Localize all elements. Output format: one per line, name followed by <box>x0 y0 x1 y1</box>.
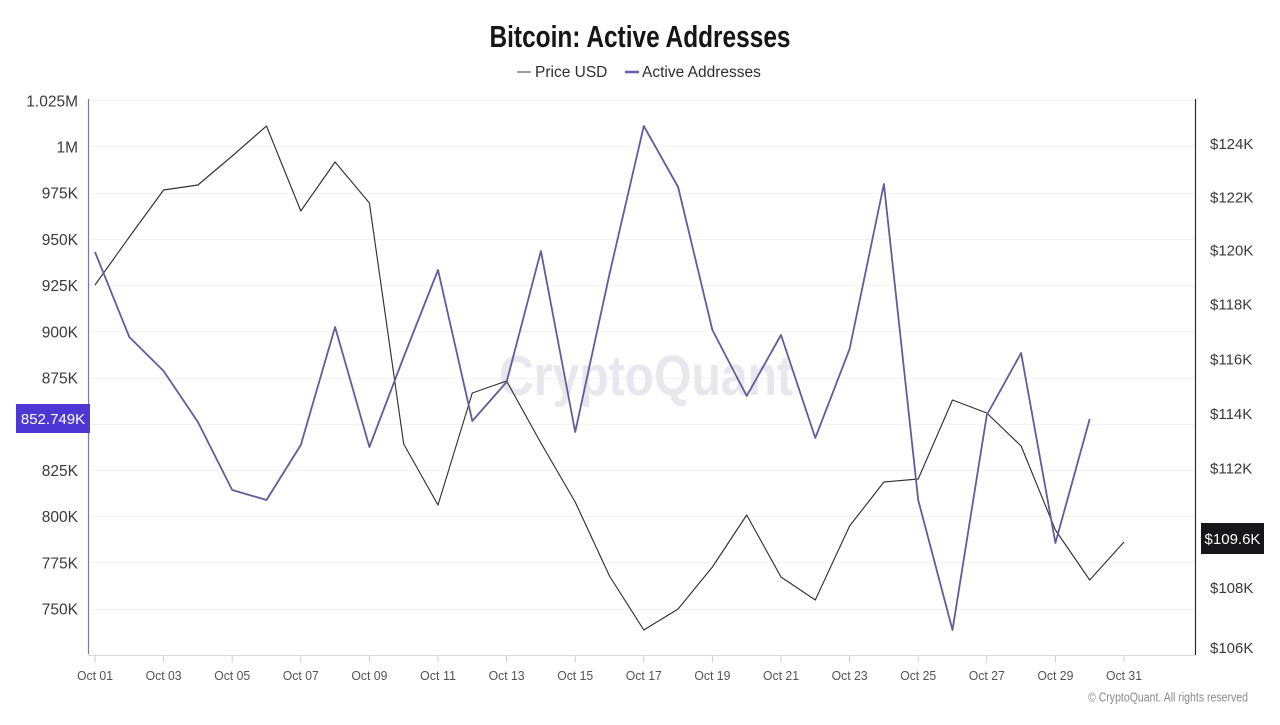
svg-text:Oct 21: Oct 21 <box>763 668 799 683</box>
svg-text:1M: 1M <box>56 140 78 157</box>
svg-text:852.749K: 852.749K <box>21 411 85 428</box>
svg-text:900K: 900K <box>42 324 79 341</box>
svg-text:$118K: $118K <box>1210 297 1252 314</box>
svg-text:Oct 27: Oct 27 <box>969 668 1005 683</box>
svg-text:Oct 15: Oct 15 <box>557 668 593 683</box>
svg-text:775K: 775K <box>42 555 79 572</box>
svg-text:Oct 07: Oct 07 <box>283 668 319 683</box>
svg-text:Oct 23: Oct 23 <box>832 668 868 683</box>
svg-text:Oct 13: Oct 13 <box>489 668 525 683</box>
svg-text:Oct 09: Oct 09 <box>351 668 387 683</box>
svg-text:950K: 950K <box>42 232 79 249</box>
svg-text:Oct 25: Oct 25 <box>900 668 936 683</box>
svg-text:750K: 750K <box>42 602 79 619</box>
svg-text:$114K: $114K <box>1210 406 1252 423</box>
svg-text:$108K: $108K <box>1210 580 1253 597</box>
svg-text:975K: 975K <box>42 186 79 203</box>
svg-text:825K: 825K <box>42 463 79 480</box>
svg-text:$122K: $122K <box>1210 190 1253 207</box>
svg-text:Oct 19: Oct 19 <box>694 668 730 683</box>
svg-text:Bitcoin: Active Addresses: Bitcoin: Active Addresses <box>490 19 791 54</box>
svg-text:1.025M: 1.025M <box>26 93 78 110</box>
svg-text:Price USD: Price USD <box>535 64 607 81</box>
svg-text:925K: 925K <box>42 278 79 295</box>
svg-text:$120K: $120K <box>1210 243 1253 260</box>
svg-text:800K: 800K <box>42 509 79 526</box>
svg-text:Oct 11: Oct 11 <box>420 668 456 683</box>
svg-text:875K: 875K <box>42 371 79 388</box>
svg-text:Oct 31: Oct 31 <box>1106 668 1142 683</box>
svg-text:Oct 17: Oct 17 <box>626 668 662 683</box>
svg-text:CryptoQuant: CryptoQuant <box>499 344 793 408</box>
svg-text:Oct 05: Oct 05 <box>214 668 250 683</box>
svg-text:$124K: $124K <box>1210 136 1253 153</box>
svg-text:$109.6K: $109.6K <box>1205 531 1261 548</box>
svg-text:$112K: $112K <box>1210 461 1252 478</box>
svg-text:© CryptoQuant. All rights rese: © CryptoQuant. All rights reserved <box>1088 691 1248 705</box>
svg-text:$106K: $106K <box>1210 640 1253 657</box>
svg-text:$116K: $116K <box>1210 352 1252 369</box>
svg-text:Oct 29: Oct 29 <box>1037 668 1073 683</box>
svg-text:Oct 03: Oct 03 <box>146 668 182 683</box>
svg-text:Oct 01: Oct 01 <box>77 668 113 683</box>
svg-text:Active Addresses: Active Addresses <box>642 64 761 81</box>
